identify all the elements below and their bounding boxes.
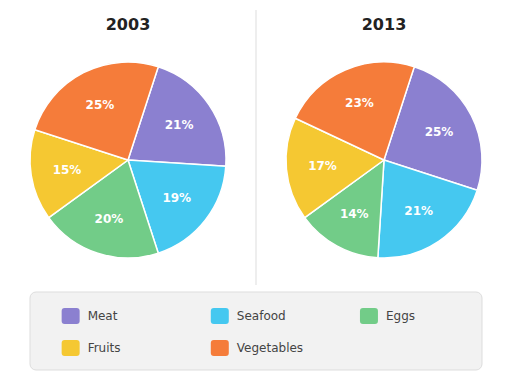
legend-box	[30, 292, 482, 370]
legend-item: Fruits	[62, 340, 121, 356]
legend-label: Meat	[88, 309, 118, 323]
divider	[256, 10, 257, 285]
legend-item: Seafood	[211, 308, 286, 324]
legend-label: Fruits	[88, 341, 121, 355]
data-label: 21%	[404, 204, 433, 218]
legend-item: Meat	[62, 308, 118, 324]
pie-slice	[35, 62, 158, 160]
legend-item: Eggs	[360, 308, 415, 324]
legend: Meat Seafood Eggs Fruits Vegetables	[30, 292, 482, 370]
chart-title: 2013	[362, 15, 407, 34]
data-label: 21%	[165, 118, 194, 132]
legend-swatch	[62, 308, 80, 324]
legend-label: Vegetables	[237, 341, 303, 355]
legend-swatch	[360, 308, 378, 324]
data-label: 25%	[86, 98, 115, 112]
data-label: 20%	[95, 212, 124, 226]
pie: 25% 21% 14% 17% 23%	[286, 62, 482, 258]
data-label: 17%	[308, 159, 337, 173]
pie-slice	[378, 160, 477, 258]
data-label: 15%	[53, 163, 82, 177]
data-label: 19%	[162, 191, 191, 205]
legend-item: Vegetables	[211, 340, 303, 356]
legend-swatch	[62, 340, 80, 356]
legend-label: Seafood	[237, 309, 286, 323]
legend-swatch	[211, 308, 229, 324]
legend-swatch	[211, 340, 229, 356]
data-label: 25%	[425, 125, 454, 139]
data-label: 23%	[345, 96, 374, 110]
data-label: 14%	[340, 207, 369, 221]
pie-slice	[295, 62, 414, 160]
chart-root: 21% 19% 20% 15% 25% 2003 25% 21% 14% 17% 23% 2013 Me…	[0, 0, 512, 380]
legend-label: Eggs	[386, 309, 415, 323]
chart-title: 2003	[106, 15, 151, 34]
pie: 21% 19% 20% 15% 25%	[30, 62, 226, 258]
